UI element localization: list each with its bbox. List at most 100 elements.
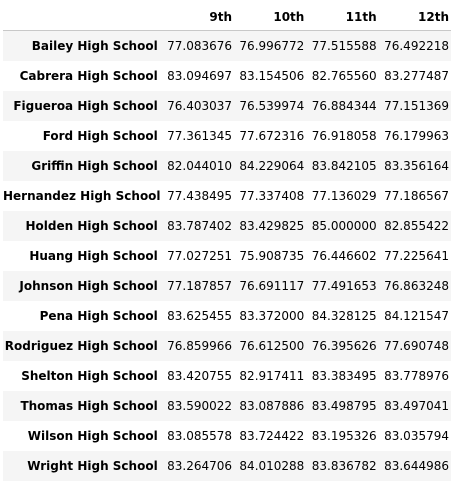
cell-11th-score: 83.195326 [311, 428, 377, 443]
table-header: 9th 10th 11th 12th [3, 4, 451, 31]
cell-9th-score: 76.859966 [167, 338, 233, 353]
row-label-school: Shelton High School [21, 368, 158, 383]
cell-11th-score: 84.328125 [311, 308, 377, 323]
cell-10th-score: 76.996772 [239, 38, 305, 53]
cell-10th-score: 84.229064 [239, 158, 305, 173]
cell-12th-score: 76.492218 [384, 38, 449, 53]
table-row: Ford High School 77.361345 77.672316 76.918… [3, 120, 451, 151]
column-header-10th: 10th [234, 4, 307, 31]
table-row: Huang High School 77.027251 75.908735 76.44… [3, 240, 451, 271]
cell-11th-score: 76.884344 [311, 98, 377, 113]
row-label-school: Hernandez High School [3, 188, 161, 203]
cell-10th-score: 83.429825 [239, 218, 305, 233]
cell-12th-score: 76.179963 [384, 128, 449, 143]
cell-9th-score: 83.787402 [167, 218, 233, 233]
table-row: Hernandez High School 77.438495 77.337408 7… [3, 180, 451, 211]
cell-9th-score: 83.420755 [167, 368, 233, 383]
cell-11th-score: 77.515588 [311, 38, 377, 53]
grade-scores-table: 9th 10th 11th 12th Bailey High School 77.… [3, 4, 451, 481]
row-label-school: Huang High School [29, 248, 158, 263]
cell-11th-score: 83.498795 [311, 398, 377, 413]
row-label-school: Cabrera High School [19, 68, 158, 83]
column-header-11th: 11th [306, 4, 379, 31]
row-label-school: Bailey High School [31, 38, 158, 53]
cell-11th-score: 76.446602 [311, 248, 377, 263]
row-label-school: Wright High School [27, 458, 158, 473]
table-row: Wilson High School 83.085578 83.724422 83.1… [3, 420, 451, 451]
cell-9th-score: 77.083676 [167, 38, 233, 53]
cell-9th-score: 77.187857 [167, 278, 233, 293]
cell-11th-score: 85.000000 [311, 218, 377, 233]
row-label-school: Griffin High School [31, 158, 158, 173]
cell-9th-score: 76.403037 [167, 98, 233, 113]
cell-10th-score: 77.337408 [239, 188, 305, 203]
cell-11th-score: 76.918058 [311, 128, 377, 143]
cell-12th-score: 83.356164 [384, 158, 449, 173]
cell-10th-score: 82.917411 [239, 368, 305, 383]
table-row: Shelton High School 83.420755 82.917411 83.… [3, 360, 451, 391]
cell-10th-score: 84.010288 [239, 458, 305, 473]
row-label-school: Wilson High School [27, 428, 158, 443]
cell-12th-score: 82.855422 [384, 218, 449, 233]
cell-11th-score: 83.836782 [311, 458, 377, 473]
cell-12th-score: 77.225641 [384, 248, 449, 263]
cell-9th-score: 83.094697 [167, 68, 233, 83]
cell-11th-score: 77.136029 [311, 188, 377, 203]
table-row: Johnson High School 77.187857 76.691117 77.… [3, 270, 451, 301]
cell-9th-score: 83.085578 [167, 428, 233, 443]
cell-12th-score: 83.778976 [384, 368, 449, 383]
cell-12th-score: 77.151369 [384, 98, 449, 113]
cell-11th-score: 82.765560 [311, 68, 377, 83]
table-row: Cabrera High School 83.094697 83.154506 82.… [3, 60, 451, 91]
row-label-school: Ford High School [42, 128, 158, 143]
column-header-9th: 9th [161, 4, 235, 31]
cell-10th-score: 83.724422 [239, 428, 305, 443]
cell-10th-score: 83.154506 [239, 68, 305, 83]
cell-12th-score: 83.644986 [384, 458, 449, 473]
table-row: Holden High School 83.787402 83.429825 85.0… [3, 210, 451, 241]
cell-10th-score: 83.087886 [239, 398, 305, 413]
table-row: Griffin High School 82.044010 84.229064 83.… [3, 150, 451, 181]
cell-10th-score: 75.908735 [239, 248, 305, 263]
index-header [3, 4, 162, 31]
header-row: 9th 10th 11th 12th [3, 4, 451, 31]
cell-9th-score: 77.027251 [167, 248, 233, 263]
cell-11th-score: 77.491653 [311, 278, 377, 293]
row-label-school: Johnson High School [19, 278, 158, 293]
row-label-school: Thomas High School [20, 398, 158, 413]
row-label-school: Figueroa High School [13, 98, 158, 113]
table-row: Bailey High School 77.083676 76.996772 77.5… [3, 30, 451, 61]
cell-9th-score: 77.361345 [167, 128, 233, 143]
cell-9th-score: 83.264706 [167, 458, 233, 473]
cell-10th-score: 77.672316 [239, 128, 305, 143]
row-label-school: Holden High School [25, 218, 158, 233]
table-row: Rodriguez High School 76.859966 76.612500 7… [3, 330, 451, 361]
cell-9th-score: 83.590022 [167, 398, 233, 413]
table-row: Wright High School 83.264706 84.010288 83.8… [3, 450, 451, 481]
table-body: Bailey High School 77.083676 76.996772 77.5… [3, 30, 451, 481]
table-row: Pena High School 83.625455 83.372000 84.328… [3, 300, 451, 331]
cell-10th-score: 76.539974 [239, 98, 305, 113]
cell-12th-score: 77.690748 [384, 338, 449, 353]
table-row: Thomas High School 83.590022 83.087886 83.4… [3, 390, 451, 421]
cell-12th-score: 83.035794 [384, 428, 449, 443]
row-label-school: Rodriguez High School [4, 338, 158, 353]
cell-9th-score: 83.625455 [167, 308, 233, 323]
cell-12th-score: 83.277487 [384, 68, 449, 83]
cell-12th-score: 84.121547 [384, 308, 449, 323]
cell-12th-score: 76.863248 [384, 278, 449, 293]
table-row: Figueroa High School 76.403037 76.539974 76… [3, 90, 451, 121]
cell-11th-score: 83.842105 [311, 158, 377, 173]
cell-9th-score: 77.438495 [167, 188, 233, 203]
column-header-12th: 12th [378, 4, 451, 31]
row-label-school: Pena High School [39, 308, 158, 323]
cell-9th-score: 82.044010 [167, 158, 233, 173]
cell-10th-score: 76.612500 [239, 338, 305, 353]
cell-11th-score: 76.395626 [311, 338, 377, 353]
cell-12th-score: 77.186567 [384, 188, 449, 203]
cell-10th-score: 76.691117 [239, 278, 305, 293]
cell-10th-score: 83.372000 [239, 308, 305, 323]
cell-11th-score: 83.383495 [311, 368, 377, 383]
cell-12th-score: 83.497041 [384, 398, 449, 413]
